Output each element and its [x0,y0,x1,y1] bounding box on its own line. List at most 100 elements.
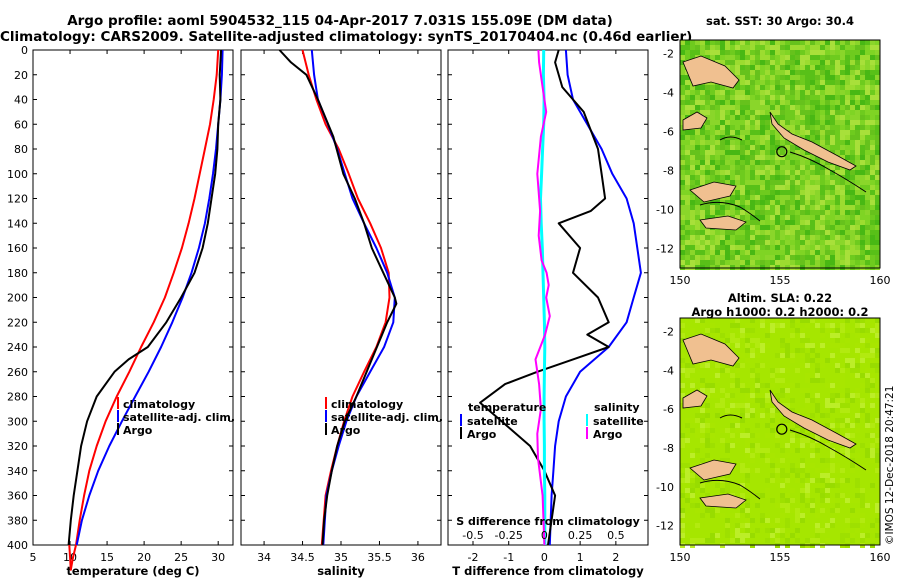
map-cell [815,165,820,170]
map-cell [725,140,730,145]
map-cell [865,343,870,348]
map-cell [820,498,825,503]
map-cell [775,398,780,403]
map-cell [855,65,860,70]
map-cell [870,373,875,378]
map-cell [850,100,855,105]
map-cell [795,185,800,190]
map-cell [700,100,705,105]
map-cell [790,175,795,180]
map-cell [800,170,805,175]
map-cell [715,245,720,250]
map-cell [685,135,690,140]
map-cell [860,260,865,265]
land-shape [682,55,740,89]
map-cell [740,523,745,528]
map-cell [760,398,765,403]
map-cell [850,110,855,115]
map-cell [875,368,880,373]
map-cell [760,210,765,215]
map-cell [735,210,740,215]
map-cell [830,523,835,528]
map-cell [785,90,790,95]
map-cell [745,185,750,190]
map-cell [745,448,750,453]
map-cell [710,428,715,433]
map-cell [785,220,790,225]
map-cell [820,478,825,483]
map-cell [805,353,810,358]
map-cell [710,513,715,518]
map-cell [840,260,845,265]
map-x-tick-label: 160 [870,274,891,287]
map-cell [785,538,790,543]
map-cell [745,225,750,230]
map-cell [860,60,865,65]
map-cell [705,333,710,338]
map-cell [690,245,695,250]
map-cell [695,145,700,150]
map-cell [765,200,770,205]
map-cell [755,423,760,428]
map-cell [745,413,750,418]
map-cell [870,358,875,363]
map-cell [720,488,725,493]
map-cell [810,260,815,265]
map-cell [770,50,775,55]
map-cell [730,323,735,328]
map-cell [800,150,805,155]
map-cell [705,45,710,50]
depth-tick-label: 20 [14,69,28,82]
map-cell [725,255,730,260]
map-cell [710,533,715,538]
map-cell [740,105,745,110]
map-cell [770,185,775,190]
map-cell [845,220,850,225]
map-cell [820,115,825,120]
map-cell [805,245,810,250]
map-cell [870,65,875,70]
map-cell [780,105,785,110]
map-cell [750,443,755,448]
map-cell [800,175,805,180]
map-cell [735,368,740,373]
map-cell [815,220,820,225]
map-cell [800,130,805,135]
map-x-tick-label: 155 [770,274,791,287]
map-cell [810,165,815,170]
map-cell [750,458,755,463]
map-cell [795,468,800,473]
map-cell [715,378,720,383]
map-cell [685,443,690,448]
map-cell [870,85,875,90]
map-cell [790,165,795,170]
map-cell [725,245,730,250]
map-cell [680,195,685,200]
depth-tick-label: 280 [7,391,28,404]
map-cell [680,80,685,85]
map-cell [705,145,710,150]
map-cell [840,448,845,453]
map-cell [750,433,755,438]
map-cell [775,368,780,373]
map-cell [840,45,845,50]
map-cell [730,333,735,338]
map-cell [830,235,835,240]
map-cell [700,438,705,443]
map-cell [785,338,790,343]
map-cell [710,125,715,130]
x-tick-label: 0 [541,551,548,564]
map-cell [725,533,730,538]
map-cell [800,75,805,80]
map-cell [840,398,845,403]
map-cell [850,220,855,225]
map-cell [835,428,840,433]
map-cell [740,40,745,45]
map-cell [715,55,720,60]
map-cell [740,483,745,488]
map-cell [745,513,750,518]
map-cell [690,388,695,393]
map-cell [725,145,730,150]
map-cell [815,60,820,65]
map-cell [730,115,735,120]
